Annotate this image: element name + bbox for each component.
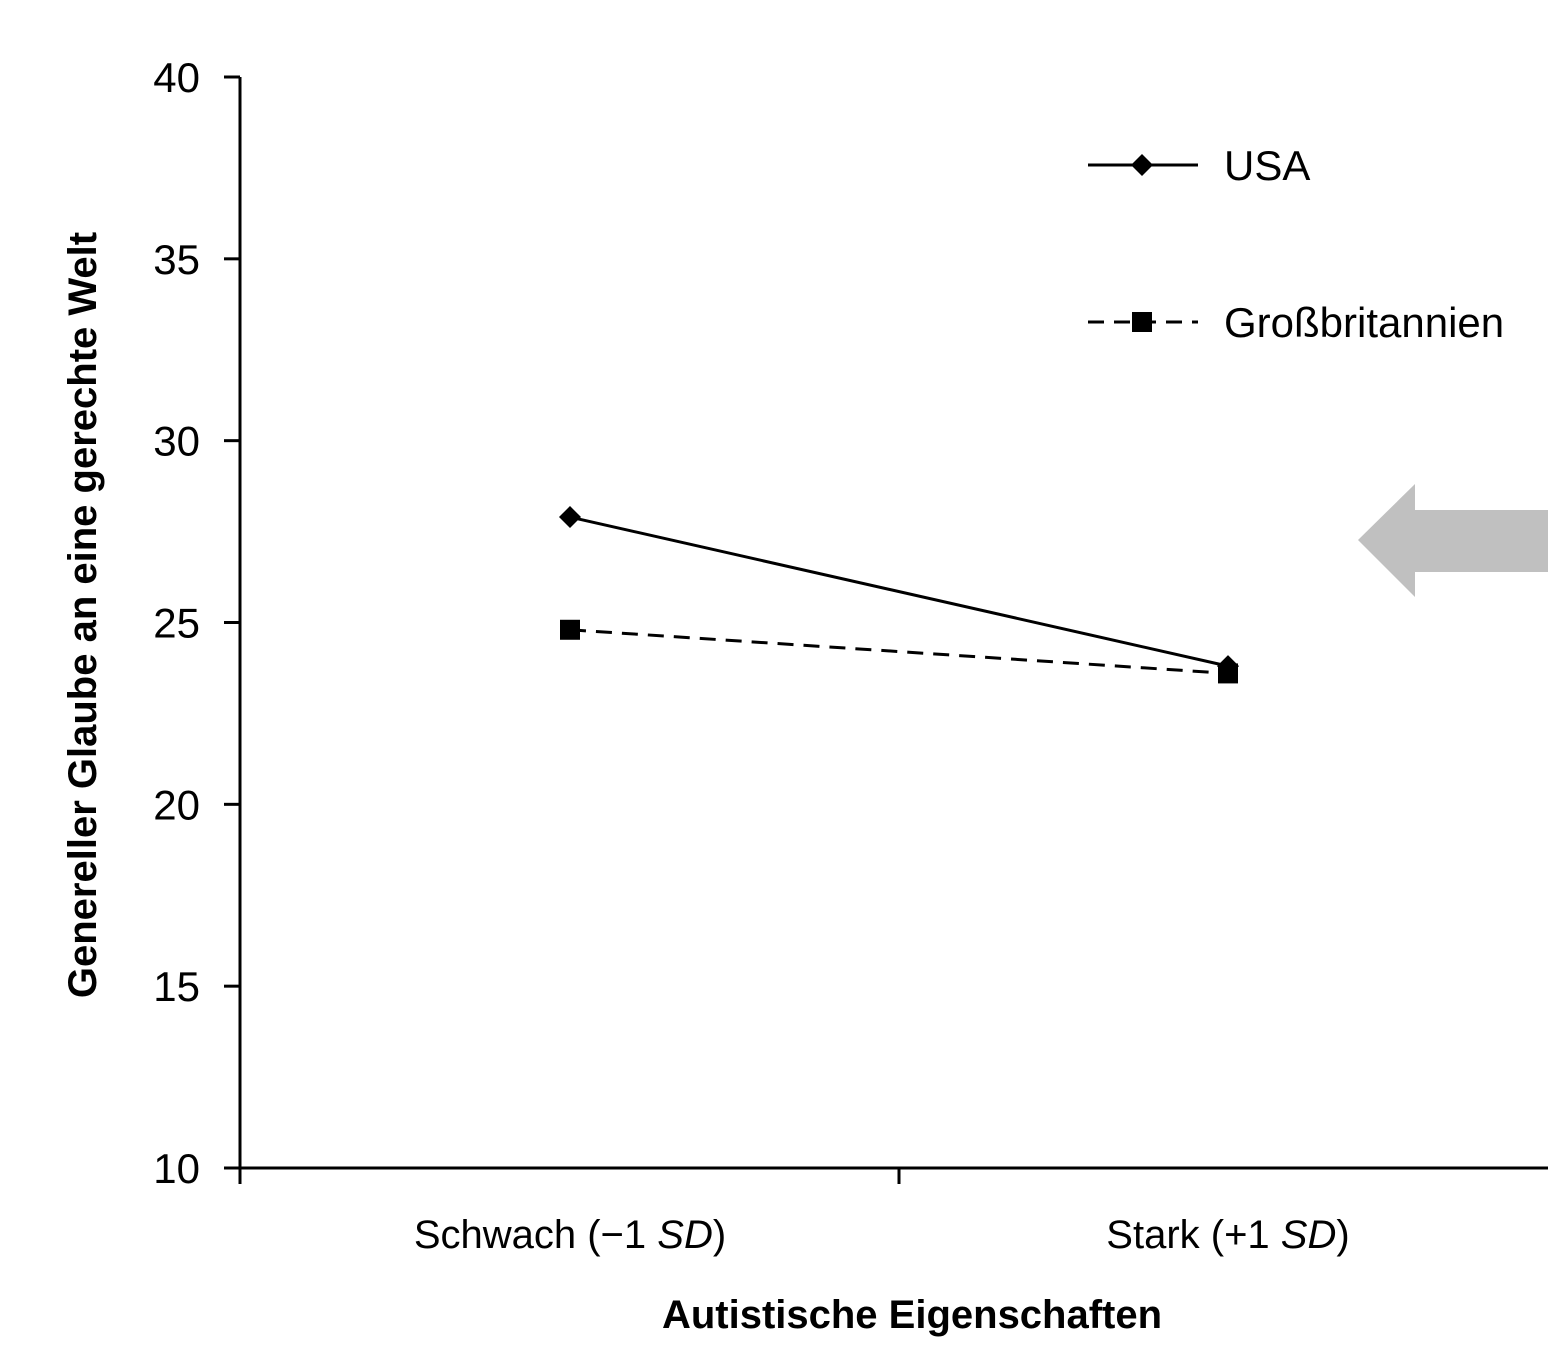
y-tick-label: 30 — [153, 418, 200, 465]
legend-label: Großbritannien — [1224, 299, 1504, 346]
left-arrow-icon — [1358, 484, 1548, 597]
x-tick-label: Stark (+1 SD) — [1106, 1213, 1349, 1257]
y-ticks: 10 15 20 25 30 35 40 — [153, 54, 240, 1192]
data-point — [1218, 663, 1238, 684]
axes — [238, 77, 1548, 1170]
y-tick-label: 15 — [153, 963, 200, 1010]
y-tick-label: 40 — [153, 54, 200, 101]
annotation — [1358, 484, 1548, 597]
series-line-usa — [569, 515, 1229, 668]
data-point — [559, 506, 581, 529]
y-tick-label: 35 — [153, 236, 200, 283]
x-ticks: Schwach (−1 SD) Stark (+1 SD) — [238, 1168, 1350, 1257]
y-axis-title: Genereller Glaube an eine gerechte Welt — [61, 232, 105, 998]
x-tick-label: Schwach (−1 SD) — [414, 1213, 726, 1257]
legend: USA Großbritannien — [1088, 142, 1504, 346]
x-axis-title: Autistische Eigenschaften — [662, 1293, 1162, 1337]
legend-marker — [1132, 312, 1152, 332]
series-line-grossbritannien — [569, 628, 1229, 675]
legend-marker — [1131, 154, 1153, 176]
y-tick-label: 20 — [153, 781, 200, 828]
y-tick-label: 25 — [153, 600, 200, 647]
series-group — [559, 506, 1239, 684]
data-point — [560, 619, 580, 640]
legend-label: USA — [1224, 142, 1310, 189]
y-tick-label: 10 — [153, 1145, 200, 1192]
